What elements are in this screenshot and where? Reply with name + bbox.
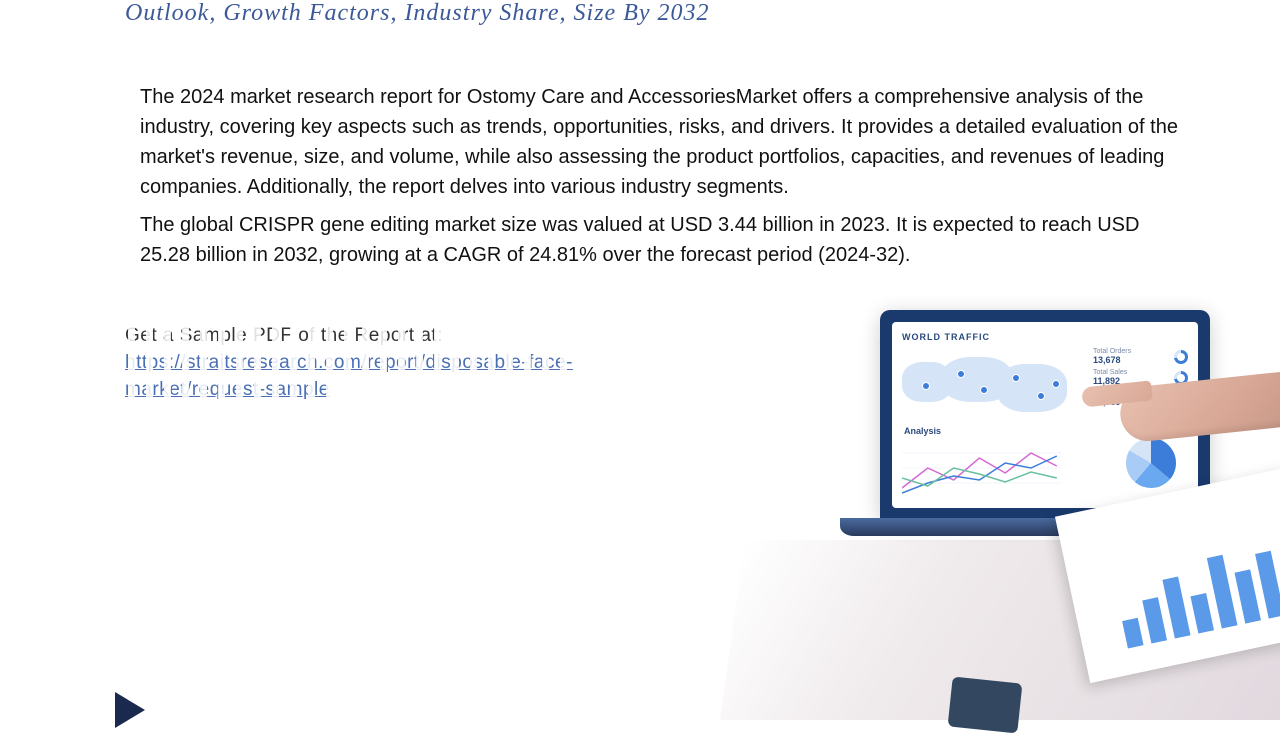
pie-chart bbox=[1126, 438, 1176, 488]
world-map-widget bbox=[902, 352, 1072, 422]
map-dot bbox=[1037, 392, 1045, 400]
intro-paragraph: The 2024 market research report for Osto… bbox=[140, 82, 1190, 202]
market-size-paragraph: The global CRISPR gene editing market si… bbox=[140, 210, 1190, 270]
paper-bar bbox=[1234, 569, 1260, 623]
paper-bar bbox=[1142, 597, 1167, 643]
page-subtitle: Outlook, Growth Factors, Industry Share,… bbox=[125, 0, 710, 27]
sample-pdf-link[interactable]: https://straitsresearch.com/report/dispo… bbox=[125, 350, 615, 403]
line-chart bbox=[902, 438, 1062, 498]
logo-chevron-icon bbox=[115, 692, 145, 728]
paper-bar bbox=[1162, 577, 1190, 639]
paper-bar-chart bbox=[1111, 532, 1280, 648]
paper-bar bbox=[1255, 551, 1280, 619]
map-dot bbox=[922, 382, 930, 390]
mini-donut-icon bbox=[1174, 350, 1188, 364]
paper-bar bbox=[1190, 593, 1214, 633]
paper-bar bbox=[1122, 618, 1143, 649]
dashboard-title: WORLD TRAFFIC bbox=[902, 332, 1188, 342]
map-dot bbox=[1012, 374, 1020, 382]
sample-pdf-label: Get a Sample PDF of the Report at: bbox=[125, 325, 443, 347]
stat-row: Total Orders13,678 bbox=[1093, 348, 1188, 365]
map-dot bbox=[957, 370, 965, 378]
map-dot bbox=[980, 386, 988, 394]
analysis-label: Analysis bbox=[904, 426, 941, 436]
map-dot bbox=[1052, 380, 1060, 388]
calculator bbox=[948, 676, 1023, 733]
